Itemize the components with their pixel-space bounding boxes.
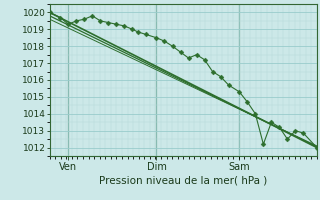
X-axis label: Pression niveau de la mer( hPa ): Pression niveau de la mer( hPa ) xyxy=(99,176,267,186)
